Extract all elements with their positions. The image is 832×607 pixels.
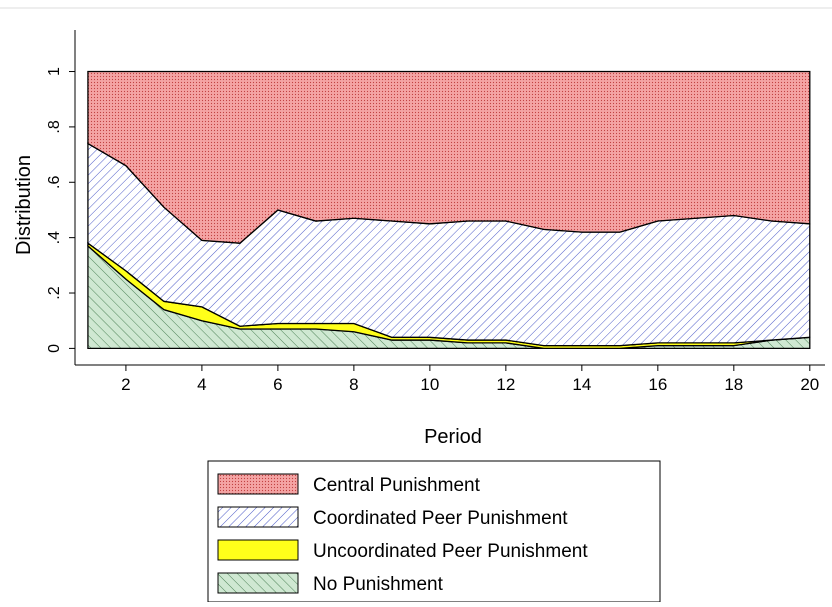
x-tick-label: 18 [724,375,743,394]
area-hatch [87,70,811,244]
y-tick-label: .4 [46,231,63,244]
x-tick-label: 20 [800,375,819,394]
y-tick-label: 0 [46,344,63,353]
legend-label: Uncoordinated Peer Punishment [313,541,588,562]
y-tick-label: .8 [46,120,63,133]
x-axis-title: Period [424,426,482,448]
y-tick-label: .6 [46,175,63,188]
legend-label: Coordinated Peer Punishment [313,508,568,529]
x-tick-label: 16 [648,375,667,394]
legend-swatch-hatch [217,572,299,594]
x-tick-label: 6 [273,375,282,394]
x-tick-label: 2 [121,375,130,394]
x-tick-label: 8 [349,375,358,394]
y-axis-title: Distribution [13,155,35,255]
x-tick-label: 10 [420,375,439,394]
x-tick-label: 4 [197,375,206,394]
legend-swatch-hatch [217,539,299,561]
y-tick-label: 1 [46,67,63,76]
legend-label: Central Punishment [313,475,481,496]
legend-swatch-hatch [217,473,299,495]
legend-label: No Punishment [313,574,444,595]
x-tick-label: 12 [496,375,515,394]
legend-swatch-hatch [217,506,299,528]
x-tick-label: 14 [572,375,591,394]
y-tick-label: .2 [46,286,63,299]
